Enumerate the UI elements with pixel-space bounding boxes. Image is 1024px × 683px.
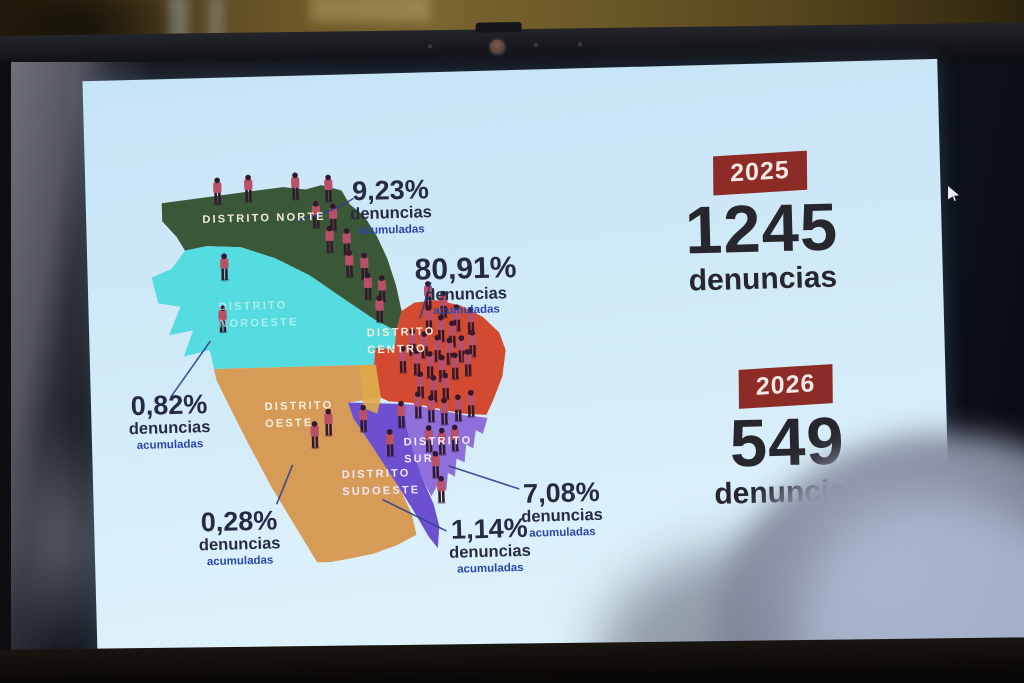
district-label-sudoeste: DISTRITO SUDOESTE — [341, 467, 421, 498]
callout-leader-line — [275, 464, 294, 505]
mouse-cursor-icon — [948, 186, 959, 201]
district-label-norte: DISTRITO NORTE — [202, 210, 327, 226]
callout-word-acumuladas: acumuladas — [206, 554, 274, 568]
stat-2025-value: 1245 — [684, 189, 840, 269]
webcam-module — [475, 22, 522, 33]
microphone-hole — [577, 42, 582, 47]
map-light-patch — [360, 364, 381, 414]
callout-word-denuncias: denuncias — [198, 534, 281, 555]
callout-sudoeste: 1,14% denuncias acumuladas — [448, 512, 531, 576]
microphone-hole — [427, 44, 432, 49]
district-label-centro: DISTRITO CENTRO — [366, 325, 436, 356]
callout-word-denuncias: denuncias — [425, 283, 508, 304]
district-norte — [161, 185, 402, 332]
district-label-sur: DISTRITO SUR — [403, 434, 473, 465]
callout-word-acumuladas: acumuladas — [136, 437, 204, 452]
callout-percentage: 9,23% — [351, 174, 430, 207]
callout-word-acumuladas: acumuladas — [529, 525, 596, 540]
callout-leader-line — [382, 498, 447, 532]
presentation-slide: DISTRITO NORTE DISTRITO NOROESTE DISTRITO … — [82, 58, 953, 667]
district-label-noroeste: DISTRITO NOROESTE — [218, 299, 299, 330]
district-map: DISTRITO NORTE DISTRITO NOROESTE DISTRITO … — [135, 148, 587, 609]
callout-word-denuncias: denuncias — [521, 506, 604, 527]
stat-2025: 2025 1245 denuncias — [640, 150, 884, 297]
callout-word-denuncias: denuncias — [128, 418, 211, 439]
callout-noroeste: 0,82% denuncias acumuladas — [128, 389, 211, 452]
callout-leader-line — [448, 465, 520, 490]
stat-2025-unit: denuncias — [688, 260, 838, 298]
callout-percentage: 1,14% — [450, 512, 528, 545]
callout-word-acumuladas: acumuladas — [358, 223, 425, 237]
callout-word-denuncias: denuncias — [448, 542, 531, 563]
callout-percentage: 80,91% — [414, 251, 517, 287]
year-badge-2026: 2026 — [738, 364, 833, 409]
district-noroeste — [151, 246, 397, 369]
callout-centro: 80,91% denuncias acumuladas — [414, 251, 517, 318]
callout-word-acumuladas: acumuladas — [456, 561, 524, 576]
callout-leader-line — [419, 282, 432, 319]
microphone-hole — [533, 42, 538, 47]
callout-sur: 7,08% denuncias acumuladas — [520, 476, 604, 540]
callout-percentage: 7,08% — [522, 476, 601, 509]
callout-oeste: 0,28% denuncias acumuladas — [198, 505, 281, 568]
webcam — [487, 37, 508, 57]
year-badge-2025: 2025 — [713, 150, 808, 196]
callout-percentage: 0,28% — [200, 505, 278, 538]
district-sudoeste — [347, 402, 440, 549]
callout-leader-line — [299, 197, 355, 221]
wall-highlight — [310, 0, 430, 22]
callout-leader-line — [170, 340, 211, 398]
callout-percentage: 0,82% — [130, 389, 208, 422]
wall-reflection-streak — [208, 0, 224, 42]
callout-norte: 9,23% denuncias acumuladas — [349, 174, 433, 237]
photo-left-edge — [0, 60, 11, 660]
district-map-svg — [151, 172, 520, 563]
district-label-oeste: DISTRITO OESTE — [264, 399, 334, 430]
callout-word-denuncias: denuncias — [350, 203, 433, 224]
district-oeste — [214, 364, 417, 563]
